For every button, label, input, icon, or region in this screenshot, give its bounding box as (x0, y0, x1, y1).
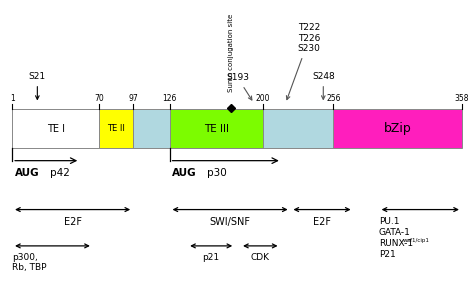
Bar (99, 109, 133, 148)
Text: 126: 126 (163, 94, 177, 103)
Bar (333, 109, 462, 148)
Text: 70: 70 (94, 94, 104, 103)
Bar (133, 109, 333, 148)
Text: p21: p21 (202, 253, 220, 262)
Text: 200: 200 (255, 94, 270, 103)
Text: SWI/SNF: SWI/SNF (210, 217, 251, 227)
Text: waf1/cip1: waf1/cip1 (403, 238, 430, 243)
Text: TE II: TE II (107, 124, 125, 133)
Text: 358: 358 (455, 94, 469, 103)
Text: S21: S21 (29, 72, 46, 99)
Text: AUG: AUG (172, 168, 197, 178)
Text: 256: 256 (326, 94, 341, 103)
Text: S248: S248 (312, 72, 335, 99)
Text: p30: p30 (207, 168, 227, 178)
Text: E2F: E2F (64, 217, 82, 227)
Text: Sumo conjugation site: Sumo conjugation site (228, 14, 234, 92)
Text: E2F: E2F (313, 217, 331, 227)
Text: p300,
Rb, TBP: p300, Rb, TBP (12, 253, 46, 272)
Text: bZip: bZip (384, 122, 411, 135)
Text: PU.1
GATA-1
RUNX-1
P21: PU.1 GATA-1 RUNX-1 P21 (379, 217, 413, 259)
Text: TE I: TE I (46, 123, 64, 134)
Text: 97: 97 (128, 94, 138, 103)
Text: T222
T226
S230: T222 T226 S230 (286, 23, 321, 99)
Text: TE III: TE III (204, 123, 229, 134)
Text: 1: 1 (10, 94, 15, 103)
Bar (12, 109, 99, 148)
Text: p42: p42 (50, 168, 70, 178)
Text: S193: S193 (226, 74, 252, 100)
Text: AUG: AUG (15, 168, 39, 178)
Bar (170, 109, 263, 148)
Text: CDK: CDK (251, 253, 270, 262)
